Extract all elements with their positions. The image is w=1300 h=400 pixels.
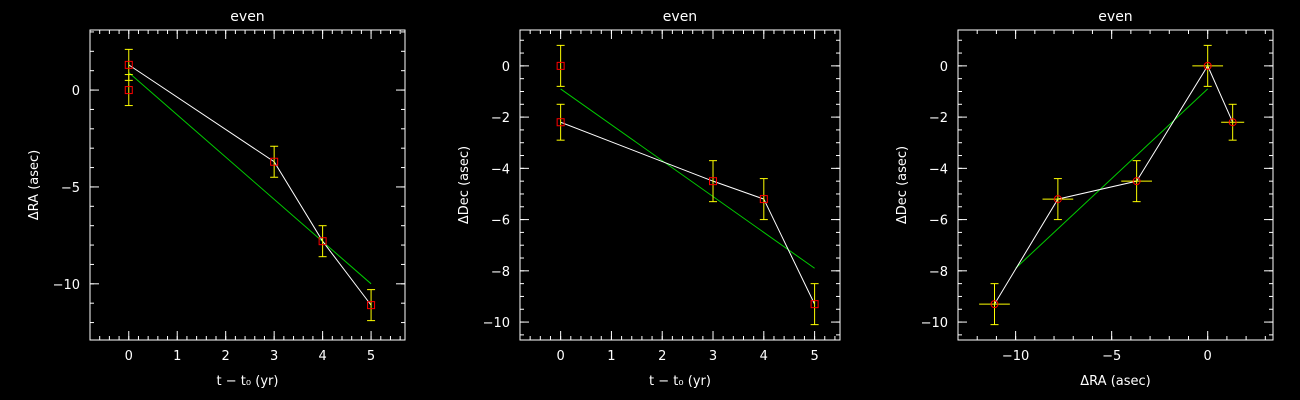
- plot-frame: [519, 29, 841, 341]
- panel-dec-vs-ra: even ΔRA (asec) ΔDec (asec) −10 −5 0 0 −2 −4 −…: [895, 9, 1274, 389]
- fit-line: [560, 88, 815, 269]
- data-point: [1228, 118, 1237, 127]
- x-tick-label: 1: [173, 349, 181, 364]
- y-axis-label: ΔRA (asec): [27, 150, 42, 220]
- data-point: [810, 300, 819, 309]
- x-tick-label: −5: [1102, 349, 1121, 364]
- x-axis-label: t − t₀ (yr): [217, 374, 279, 389]
- data-point: [1053, 195, 1062, 204]
- y-tick-label: −4: [491, 162, 510, 177]
- y-tick-label: −10: [921, 316, 948, 331]
- fit-line: [128, 72, 372, 285]
- data-point: [367, 301, 376, 310]
- y-tick-label: 0: [72, 84, 80, 99]
- x-axis-label: t − t₀ (yr): [649, 374, 711, 389]
- y-tick-label: −8: [929, 265, 948, 280]
- x-tick-label: 4: [318, 349, 326, 364]
- y-tick-label: −10: [53, 278, 80, 293]
- x-tick-label: 0: [1204, 349, 1212, 364]
- data-point: [124, 60, 133, 69]
- data-point: [270, 157, 279, 166]
- data-point: [556, 61, 565, 70]
- data-point: [556, 118, 565, 127]
- data-path: [128, 64, 372, 306]
- y-tick-label: 0: [940, 60, 948, 75]
- data-point: [1203, 61, 1212, 70]
- data-point: [759, 195, 768, 204]
- y-tick-label: −5: [61, 181, 80, 196]
- x-tick-label: 3: [709, 349, 717, 364]
- x-tick-label: 0: [556, 349, 564, 364]
- y-tick-label: −8: [491, 265, 510, 280]
- x-tick-label: 5: [810, 349, 818, 364]
- y-tick-label: 0: [502, 60, 510, 75]
- fit-line: [1015, 88, 1209, 269]
- x-tick-label: 2: [222, 349, 230, 364]
- panel-title: even: [230, 9, 264, 25]
- x-tick-label: 3: [270, 349, 278, 364]
- panel-title: even: [663, 9, 697, 25]
- y-tick-label: −6: [491, 214, 510, 229]
- y-tick-label: −10: [483, 316, 510, 331]
- y-axis-label: ΔDec (asec): [457, 146, 472, 224]
- plot-frame: [957, 29, 1274, 341]
- data-point: [990, 300, 999, 309]
- y-tick-label: −4: [929, 162, 948, 177]
- data-point: [1132, 177, 1141, 186]
- panel-title: even: [1098, 9, 1132, 25]
- x-tick-label: 4: [760, 349, 768, 364]
- x-tick-label: 1: [607, 349, 615, 364]
- data-path: [560, 121, 816, 305]
- x-axis-label: ΔRA (asec): [1080, 374, 1150, 389]
- plot-frame: [89, 29, 406, 341]
- y-tick-label: −2: [491, 111, 510, 126]
- x-tick-label: −10: [1002, 349, 1029, 364]
- y-tick-label: −6: [929, 214, 948, 229]
- y-tick-label: −2: [929, 111, 948, 126]
- data-point: [318, 237, 327, 246]
- x-tick-label: 5: [367, 349, 375, 364]
- data-point: [124, 86, 133, 95]
- y-axis-label: ΔDec (asec): [895, 146, 910, 224]
- x-tick-label: 0: [125, 349, 133, 364]
- data-point: [709, 177, 718, 186]
- panel-ra-vs-time: even t − t₀ (yr) ΔRA (asec) 0 1 2 3 4 5 0 −5 −10: [27, 9, 406, 389]
- x-tick-label: 2: [658, 349, 666, 364]
- panel-dec-vs-time: even t − t₀ (yr) ΔDec (asec) 0 1 2 3 4 5 0 −2 −4…: [457, 9, 841, 389]
